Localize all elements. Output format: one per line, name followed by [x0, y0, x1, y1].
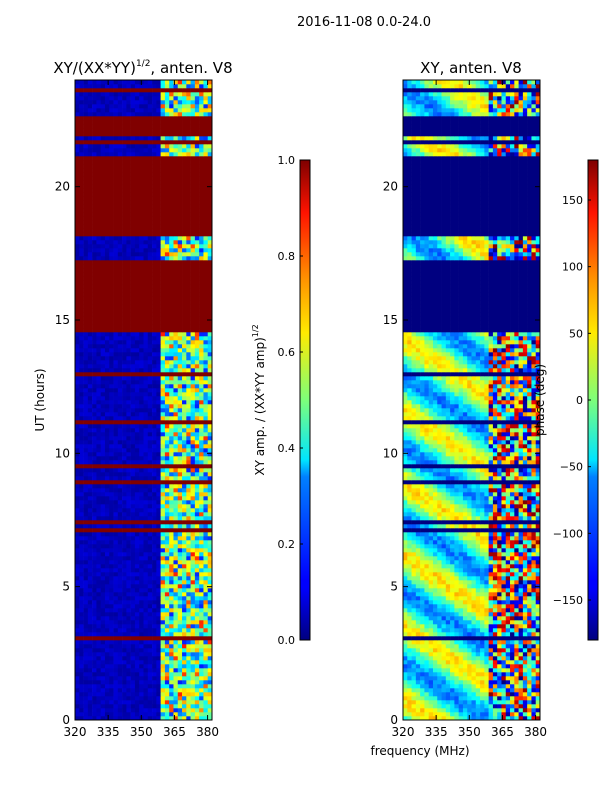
colorbar-tick-label: 50	[569, 327, 583, 340]
figure-suptitle: 2016-11-08 0.0-24.0	[297, 15, 431, 30]
colorbar-tick-label: −100	[553, 527, 583, 540]
colorbar-tick-label: −150	[553, 594, 583, 607]
x-tick-label: 335	[97, 725, 120, 739]
colorbar-phase-ticks: −150 −100 −50 0 50 100 150	[553, 194, 591, 607]
colorbar-tick-label: 0.6	[278, 346, 296, 359]
colorbar-tick-label: 100	[562, 261, 583, 274]
y-tick-label: 10	[55, 446, 70, 460]
x-tick-label: 320	[392, 725, 415, 739]
colorbar-tick-label: 150	[562, 194, 583, 207]
left-ylabel: UT (hours)	[33, 368, 47, 431]
cb1-label-sup: 1/2	[251, 324, 260, 337]
colorbar-tick-label: 0.8	[278, 250, 296, 263]
y-tick-label: 0	[390, 713, 398, 727]
left-axes-ticks: 320 335 350 365 380 0 5 10 15 20	[55, 80, 219, 739]
colorbar-amp-label: XY amp. / (XX*YY amp)1/2	[251, 324, 267, 475]
right-panel-title: XY, anten. V8	[420, 59, 522, 77]
left-panel-title: XY/(XX*YY)1/2, anten. V8	[53, 59, 232, 77]
y-tick-label: 15	[55, 313, 70, 327]
y-tick-label: 20	[383, 180, 398, 194]
x-tick-label: 350	[458, 725, 481, 739]
shared-xlabel: frequency (MHz)	[370, 744, 469, 758]
y-tick-label: 20	[55, 180, 70, 194]
right-heatmap	[403, 80, 540, 720]
left-title-main: XY/(XX*YY)	[53, 59, 136, 77]
x-tick-label: 365	[491, 725, 514, 739]
y-tick-label: 0	[62, 713, 70, 727]
left-title-sup: 1/2	[136, 59, 150, 69]
right-axes-frame	[402, 79, 541, 721]
colorbar-tick-label: 0.0	[278, 634, 296, 647]
colorbar-tick-label: 1.0	[278, 154, 296, 167]
colorbar-amp-ticks: 0.0 0.2 0.4 0.6 0.8 1.0	[278, 154, 303, 647]
y-tick-label: 15	[383, 313, 398, 327]
y-tick-label: 5	[62, 580, 70, 594]
y-tick-label: 5	[390, 580, 398, 594]
x-tick-label: 380	[196, 725, 219, 739]
colorbar-amp	[299, 159, 311, 641]
x-tick-label: 365	[163, 725, 186, 739]
x-tick-label: 320	[64, 725, 87, 739]
x-tick-label: 380	[524, 725, 547, 739]
cb1-label-main: XY amp. / (XX*YY amp)	[253, 337, 267, 475]
x-tick-label: 335	[425, 725, 448, 739]
left-title-tail: , anten. V8	[150, 59, 232, 77]
right-axes-ticks: 320 335 350 365 380 0 5 10 15 20	[383, 80, 547, 739]
colorbar-tick-label: −50	[560, 461, 583, 474]
colorbar-tick-label: 0.2	[278, 538, 296, 551]
left-heatmap	[75, 80, 212, 720]
colorbar-phase-label: phase (deg)	[533, 364, 547, 436]
left-axes-frame	[74, 79, 213, 721]
colorbar-tick-label: 0	[576, 394, 583, 407]
colorbar-tick-label: 0.4	[278, 442, 296, 455]
x-tick-label: 350	[130, 725, 153, 739]
y-tick-label: 10	[383, 446, 398, 460]
